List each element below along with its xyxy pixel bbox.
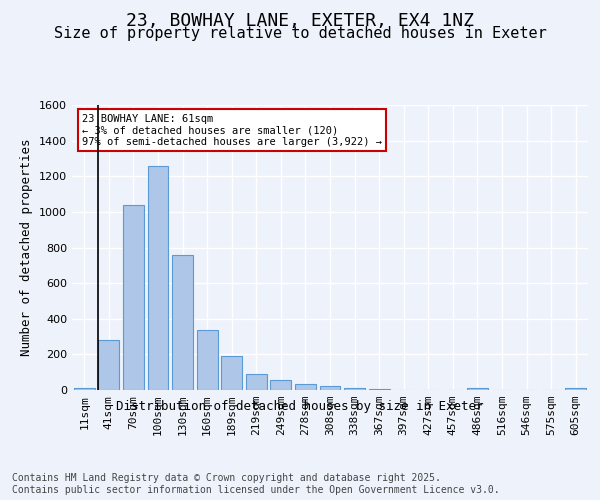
Bar <box>172 254 193 390</box>
Text: Distribution of detached houses by size in Exeter: Distribution of detached houses by size … <box>116 400 484 413</box>
Bar <box>344 388 365 390</box>
Bar <box>148 166 169 390</box>
Text: 23 BOWHAY LANE: 61sqm
← 3% of detached houses are smaller (120)
97% of semi-deta: 23 BOWHAY LANE: 61sqm ← 3% of detached h… <box>82 114 382 147</box>
Text: Size of property relative to detached houses in Exeter: Size of property relative to detached ho… <box>53 26 547 41</box>
Bar <box>271 380 292 390</box>
Bar <box>295 384 316 390</box>
Bar <box>467 388 488 390</box>
Bar <box>368 389 389 390</box>
Text: Contains HM Land Registry data © Crown copyright and database right 2025.
Contai: Contains HM Land Registry data © Crown c… <box>12 474 500 495</box>
Bar <box>246 374 267 390</box>
Bar <box>320 386 340 390</box>
Bar <box>197 330 218 390</box>
Bar <box>74 388 95 390</box>
Bar <box>565 388 586 390</box>
Bar <box>98 340 119 390</box>
Bar <box>221 356 242 390</box>
Y-axis label: Number of detached properties: Number of detached properties <box>20 138 34 356</box>
Text: 23, BOWHAY LANE, EXETER, EX4 1NZ: 23, BOWHAY LANE, EXETER, EX4 1NZ <box>126 12 474 30</box>
Bar <box>123 205 144 390</box>
